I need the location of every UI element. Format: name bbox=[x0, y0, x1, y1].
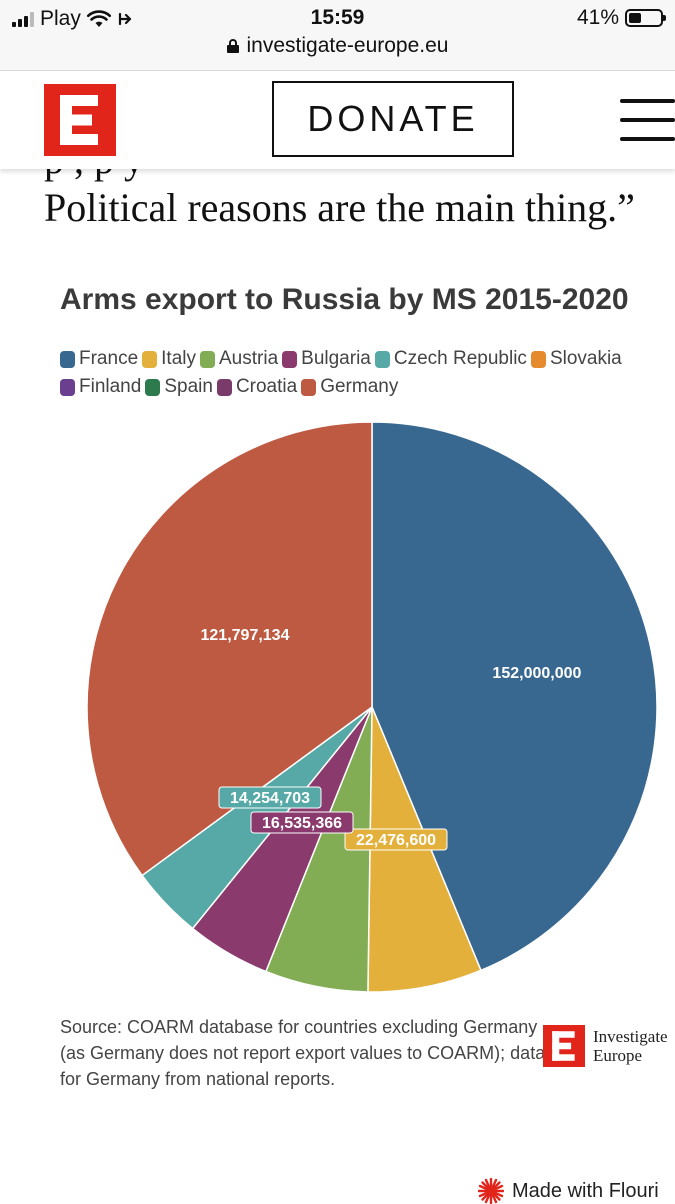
address-bar[interactable]: investigate-europe.eu bbox=[0, 34, 675, 58]
slice-value-label: 121,797,134 bbox=[201, 627, 290, 644]
legend-item[interactable]: Spain bbox=[145, 376, 213, 398]
legend-label: Finland bbox=[79, 376, 142, 397]
legend-swatch bbox=[301, 378, 317, 396]
legend-item[interactable]: Finland bbox=[60, 376, 141, 398]
url-text[interactable]: investigate-europe.eu bbox=[246, 34, 449, 57]
slice-label-group: 14,254,703 bbox=[218, 786, 322, 809]
menu-icon[interactable] bbox=[620, 99, 675, 141]
slice-label-background bbox=[344, 828, 448, 851]
investigate-europe-logo[interactable]: Investigate Europe bbox=[543, 1025, 668, 1067]
legend-swatch bbox=[530, 350, 546, 368]
slice-value-label: 22,476,600 bbox=[356, 832, 436, 849]
site-logo[interactable] bbox=[44, 84, 116, 156]
slice-value-label: 14,254,703 bbox=[230, 790, 310, 807]
site-header: DONATE bbox=[0, 71, 675, 169]
legend-swatch bbox=[374, 350, 390, 368]
legend-item[interactable]: Germany bbox=[301, 376, 398, 398]
chart-title: Arms export to Russia by MS 2015-2020 bbox=[60, 283, 629, 316]
chart-source-note: Source: COARM database for countries exc… bbox=[60, 1017, 546, 1089]
brand-line-2: Europe bbox=[593, 1046, 643, 1065]
legend-label: Austria bbox=[219, 348, 279, 369]
slice-value-label: 16,535,366 bbox=[262, 815, 342, 832]
slice-label-background bbox=[250, 811, 354, 834]
logo-e-icon bbox=[60, 95, 98, 145]
carrier-name: Play bbox=[40, 7, 81, 30]
legend-label: Germany bbox=[320, 376, 399, 397]
battery-icon bbox=[625, 9, 666, 27]
flourish-icon bbox=[478, 1178, 504, 1204]
donate-button[interactable]: DONATE bbox=[272, 81, 514, 157]
legend-swatch bbox=[60, 350, 75, 368]
legend-swatch bbox=[200, 350, 215, 368]
slice-value-label: 152,000,000 bbox=[492, 665, 581, 682]
chart-legend-row-1: France Italy Austria Bulgaria Czech Republic… bbox=[60, 348, 626, 370]
legend-label: Croatia bbox=[235, 376, 298, 397]
pie-chart: 152,000,000 22,476,600 16,535,366 14,254,70… bbox=[86, 421, 658, 993]
clock: 15:59 bbox=[310, 6, 365, 29]
legend-swatch bbox=[216, 378, 232, 396]
legend-swatch bbox=[282, 350, 298, 368]
pie-slice-germany[interactable] bbox=[86, 421, 373, 877]
lock-icon bbox=[226, 39, 239, 53]
legend-swatch bbox=[145, 378, 161, 396]
legend-label: France bbox=[79, 348, 139, 369]
slice-label-group: 22,476,600 bbox=[344, 828, 448, 851]
slice-label-background bbox=[218, 786, 322, 809]
slice-label-group: 152,000,000 bbox=[492, 665, 581, 682]
brand-line-1: Investigate bbox=[593, 1027, 668, 1046]
carrier-info: Play bbox=[12, 6, 135, 32]
slice-label-group: 16,535,366 bbox=[250, 811, 354, 834]
made-with-flourish-link[interactable]: Made with Flouri bbox=[478, 1178, 659, 1204]
call-forwarding-icon bbox=[118, 12, 131, 26]
battery-status: 41% bbox=[576, 6, 666, 30]
legend-swatch bbox=[142, 350, 158, 368]
legend-label: Italy bbox=[161, 348, 196, 369]
wifi-icon bbox=[86, 10, 111, 27]
legend-item[interactable]: Austria bbox=[200, 348, 278, 370]
legend-item[interactable]: Czech Republic bbox=[374, 348, 527, 370]
slice-label-group: 121,797,134 bbox=[201, 627, 290, 644]
legend-item[interactable]: France bbox=[60, 348, 138, 370]
legend-label: Bulgaria bbox=[301, 348, 371, 369]
brand-e-icon bbox=[543, 1025, 585, 1067]
chart-legend-row-2: Finland Spain Croatia Germany bbox=[60, 376, 402, 398]
legend-item[interactable]: Croatia bbox=[216, 376, 298, 398]
legend-item[interactable]: Italy bbox=[142, 348, 196, 370]
legend-swatch bbox=[60, 378, 75, 396]
battery-percent: 41% bbox=[576, 6, 619, 29]
legend-item[interactable]: Bulgaria bbox=[282, 348, 371, 370]
legend-item[interactable]: Slovakia bbox=[530, 348, 622, 370]
made-with-text: Made with Flouri bbox=[512, 1179, 659, 1202]
legend-label: Czech Republic bbox=[393, 348, 527, 369]
signal-icon bbox=[12, 11, 34, 27]
legend-label: Spain bbox=[164, 376, 213, 397]
article-quote: Political reasons are the main thing.” bbox=[44, 185, 635, 230]
legend-label: Slovakia bbox=[549, 348, 622, 369]
status-bar: Play 15:59 41% investigate-europe.eu bbox=[0, 0, 675, 71]
